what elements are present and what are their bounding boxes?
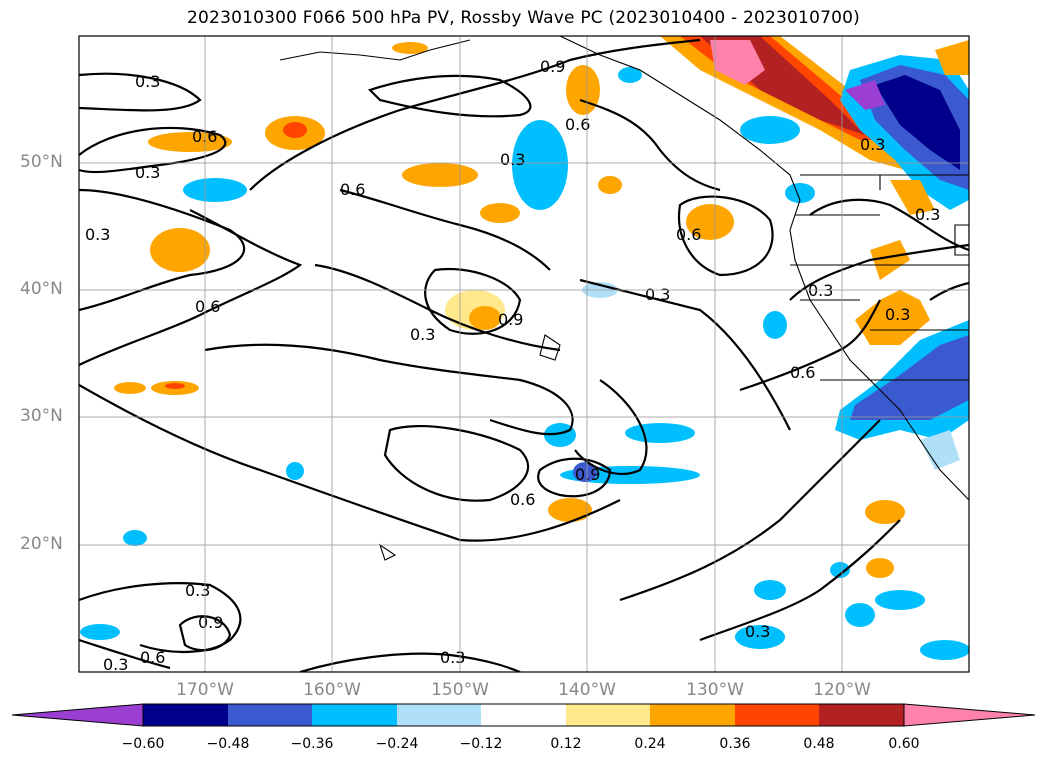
contour-label: 0.3 xyxy=(85,225,110,244)
colorbar-under-segment xyxy=(11,703,144,727)
colorbar-segment xyxy=(566,704,650,726)
colorbar-tick-label: 0.60 xyxy=(888,736,920,752)
colorbar-segment xyxy=(397,704,481,726)
contour-label: 0.6 xyxy=(790,363,815,382)
lat-label: 30°N xyxy=(20,406,63,426)
contour-label: 0.6 xyxy=(565,115,590,134)
contour-label: 0.9 xyxy=(540,57,565,76)
lon-label: 160°W xyxy=(303,680,361,700)
colorbar-tick-label: −0.12 xyxy=(459,736,503,752)
contour-label: 0.9 xyxy=(575,465,600,484)
colorbar-over-segment xyxy=(903,703,1036,727)
colorbar-tick-label: 0.12 xyxy=(550,736,582,752)
contour-label: 0.6 xyxy=(195,297,220,316)
colorbar-tick-label: −0.48 xyxy=(206,736,250,752)
contour-label: 0.6 xyxy=(140,648,165,667)
contour-label: 0.3 xyxy=(645,285,670,304)
lon-label: 150°W xyxy=(431,680,489,700)
map-frame xyxy=(78,35,970,673)
colorbar-tick-label: −0.24 xyxy=(375,736,419,752)
contour-label: 0.3 xyxy=(885,305,910,324)
contour-label: 0.6 xyxy=(340,180,365,199)
contour-label: 0.3 xyxy=(103,655,128,674)
contour-label: 0.9 xyxy=(198,613,223,632)
contour-label: 0.3 xyxy=(440,648,465,667)
contour-label: 0.3 xyxy=(135,163,160,182)
colorbar-tick-label: −0.60 xyxy=(121,736,165,752)
lon-label: 120°W xyxy=(813,680,871,700)
colorbar xyxy=(11,703,1036,727)
lat-label: 20°N xyxy=(20,534,63,554)
contour-label: 0.3 xyxy=(410,325,435,344)
lon-label: 140°W xyxy=(558,680,616,700)
anomaly-fills xyxy=(80,36,969,660)
coastlines xyxy=(279,36,969,561)
colorbar-tick-label: 0.36 xyxy=(719,736,751,752)
colorbar-segment xyxy=(735,704,819,726)
colorbar-segment xyxy=(312,704,397,726)
contour-label: 0.3 xyxy=(185,581,210,600)
colorbar-segment xyxy=(143,704,228,726)
gridlines xyxy=(79,36,969,672)
colorbar-tick-label: −0.36 xyxy=(290,736,334,752)
chart-title: 2023010300 F066 500 hPa PV, Rossby Wave … xyxy=(187,8,860,28)
contour-label: 0.3 xyxy=(500,150,525,169)
pv-contours xyxy=(79,38,969,672)
contour-label: 0.9 xyxy=(498,310,523,329)
lon-label: 170°W xyxy=(176,680,234,700)
lat-label: 50°N xyxy=(20,152,63,172)
contour-label: 0.6 xyxy=(676,225,701,244)
colorbar-segment xyxy=(819,704,904,726)
contour-label: 0.3 xyxy=(745,622,770,641)
lat-label: 40°N xyxy=(20,279,63,299)
contour-label: 0.6 xyxy=(510,490,535,509)
colorbar-tick-label: 0.48 xyxy=(803,736,835,752)
colorbar-segment xyxy=(481,704,566,726)
lon-label: 130°W xyxy=(686,680,744,700)
contour-label: 0.3 xyxy=(915,205,940,224)
colorbar-segment xyxy=(228,704,312,726)
contour-label: 0.3 xyxy=(135,72,160,91)
colorbar-segment xyxy=(650,704,735,726)
colorbar-tick-label: 0.24 xyxy=(634,736,666,752)
contour-label: 0.3 xyxy=(860,135,885,154)
